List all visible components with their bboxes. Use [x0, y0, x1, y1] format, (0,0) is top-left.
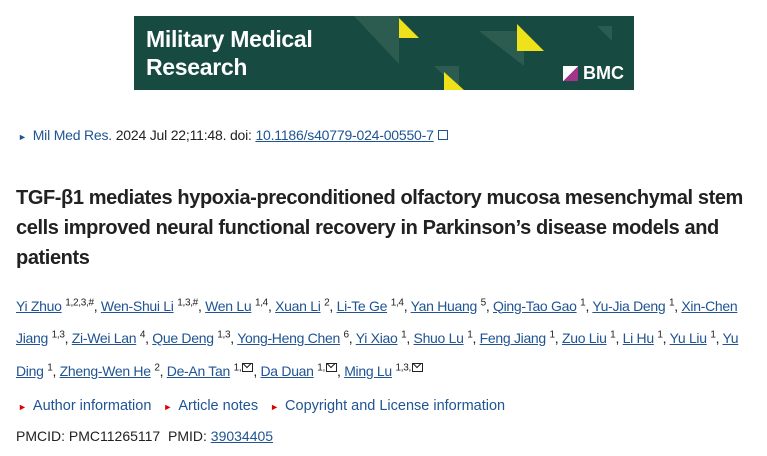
author-link[interactable]: Zuo Liu	[561, 330, 607, 347]
author-information-toggle[interactable]: ► Author information	[18, 398, 152, 414]
author-item: Feng Jiang 1,	[479, 329, 562, 347]
author-item: Yong-Heng Chen 6,	[237, 329, 356, 347]
external-link-icon	[437, 130, 448, 140]
author-link[interactable]: Zheng-Wen He	[59, 362, 151, 379]
triangle-right-icon: ►	[18, 132, 27, 142]
affiliation-sup[interactable]: 1,4	[254, 297, 268, 308]
author-link[interactable]: Wen Lu	[205, 297, 252, 314]
affiliation-sup[interactable]: 2	[324, 297, 330, 308]
author-link[interactable]: Wen-Shui Li	[100, 297, 174, 314]
triangle-right-icon: ►	[163, 402, 173, 412]
affiliation-sup[interactable]: 1,	[317, 362, 325, 374]
author-link[interactable]: Que Deng	[152, 330, 214, 347]
journal-title: Military Medical Research	[146, 26, 313, 80]
affiliation-sup[interactable]: 1	[710, 329, 716, 341]
author-item: Yu Liu 1,	[669, 329, 723, 347]
author-item: Da Duan 1,,	[260, 362, 345, 379]
author-link[interactable]: Yu Ding	[16, 330, 739, 379]
article-title: TGF-β1 mediates hypoxia-preconditioned o…	[16, 187, 743, 269]
author-link[interactable]: Yong-Heng Chen	[237, 330, 340, 347]
author-item: Qing-Tao Gao 1,	[493, 297, 593, 314]
author-link[interactable]: Xin-Chen Jiang	[16, 297, 738, 347]
author-link[interactable]: Yu Liu	[669, 330, 707, 347]
author-link[interactable]: Da Duan	[260, 362, 314, 379]
affiliation-sup[interactable]: 1,	[233, 362, 242, 374]
affiliation-sup[interactable]: 4	[139, 329, 146, 341]
author-link[interactable]: Li-Te Ge	[336, 297, 388, 314]
author-item: Wen-Shui Li 1,3,#,	[100, 297, 206, 314]
author-item: Yu-Jia Deng 1,	[592, 297, 682, 314]
author-link[interactable]: Yu-Jia Deng	[592, 297, 666, 314]
doi-link[interactable]: 10.1186/s40779-024-00550-7	[255, 127, 434, 143]
author-link[interactable]: Shuo Lu	[413, 330, 464, 347]
bmc-mark-icon	[563, 66, 578, 81]
banner-decoration	[354, 16, 612, 90]
affiliation-sup[interactable]: 1	[467, 329, 473, 341]
citation-line: ► Mil Med Res. 2024 Jul 22;11:48. doi: 10…	[18, 127, 448, 143]
author-item: Zheng-Wen He 2,	[59, 362, 167, 379]
affiliation-sup[interactable]: 1,3,	[395, 362, 412, 374]
pmid-link[interactable]: 39034405	[210, 428, 274, 444]
affiliation-sup[interactable]: 1,3	[51, 329, 65, 341]
author-item: De-An Tan 1,,	[166, 362, 261, 379]
pmcid: PMC11265117	[68, 428, 161, 444]
journal-banner[interactable]: Military Medical Research BMC	[134, 16, 634, 90]
author-link[interactable]: Li Hu	[622, 330, 654, 347]
author-item: Zuo Liu 1,	[561, 329, 623, 347]
author-item: Que Deng 1,3,	[152, 329, 238, 347]
envelope-icon[interactable]	[242, 362, 254, 372]
affiliation-sup[interactable]: 1	[401, 329, 407, 341]
author-item: Ming Lu 1,3,	[344, 362, 423, 379]
affiliation-sup[interactable]: 1	[657, 329, 663, 341]
article-ids: PMCID: PMC11265117 PMID: 39034405	[16, 428, 274, 444]
author-item: Yi Xiao 1,	[355, 329, 414, 347]
bmc-logo: BMC	[563, 63, 624, 84]
author-item: Shuo Lu 1,	[413, 329, 480, 347]
author-link[interactable]: De-An Tan	[166, 362, 231, 379]
affiliation-sup[interactable]: 1	[580, 297, 586, 308]
author-link[interactable]: Yi Xiao	[355, 330, 398, 347]
affiliation-sup[interactable]: 1,4	[390, 297, 404, 308]
author-item: Yan Huang 5,	[410, 297, 494, 314]
author-item: Zi-Wei Lan 4,	[71, 329, 153, 347]
journal-link[interactable]: Mil Med Res.	[32, 127, 113, 143]
author-link[interactable]: Yi Zhuo	[16, 297, 62, 314]
affiliation-sup[interactable]: 1,3,#	[177, 297, 198, 308]
author-item: Li-Te Ge 1,4,	[336, 297, 411, 314]
author-link[interactable]: Yan Huang	[410, 297, 478, 314]
author-item: Li Hu 1,	[622, 329, 670, 347]
author-item: Yu Ding 1,	[16, 330, 739, 379]
author-item: Yi Zhuo 1,2,3,#,	[16, 297, 101, 314]
author-link[interactable]: Xuan Li	[275, 297, 321, 314]
affiliation-sup[interactable]: 1,3	[217, 329, 231, 341]
affiliation-sup[interactable]: 5	[480, 297, 487, 308]
affiliation-sup[interactable]: 6	[343, 329, 350, 341]
author-item: Xin-Chen Jiang 1,3,	[16, 297, 738, 347]
affiliation-sup[interactable]: 2	[154, 362, 160, 374]
affiliation-sup[interactable]: 1	[610, 329, 616, 341]
author-link[interactable]: Feng Jiang	[479, 330, 547, 347]
triangle-right-icon: ►	[18, 402, 27, 412]
author-link[interactable]: Qing-Tao Gao	[493, 297, 577, 314]
copyright-toggle[interactable]: ► Copyright and License information	[270, 398, 506, 414]
author-link[interactable]: Zi-Wei Lan	[71, 330, 137, 347]
envelope-icon[interactable]	[411, 362, 423, 372]
article-notes-toggle[interactable]: ► Article notes	[163, 398, 259, 414]
affiliation-sup[interactable]: 1	[47, 362, 53, 374]
citation-details: 2024 Jul 22;11:48. doi:	[112, 127, 256, 143]
author-link[interactable]: Ming Lu	[344, 362, 392, 379]
author-list: Yi Zhuo 1,2,3,#, Wen-Shui Li 1,3,#, Wen …	[16, 288, 761, 386]
envelope-icon[interactable]	[326, 362, 337, 372]
triangle-right-icon: ►	[270, 402, 280, 412]
author-item: Xuan Li 2,	[275, 297, 337, 314]
affiliation-sup[interactable]: 1	[549, 329, 556, 341]
affiliation-sup[interactable]: 1	[668, 297, 675, 308]
article-expanders: ► Author information ► Article notes ► Copy…	[18, 398, 505, 414]
author-item: Wen Lu 1,4,	[205, 297, 276, 314]
affiliation-sup[interactable]: 1,2,3,#	[65, 297, 94, 308]
